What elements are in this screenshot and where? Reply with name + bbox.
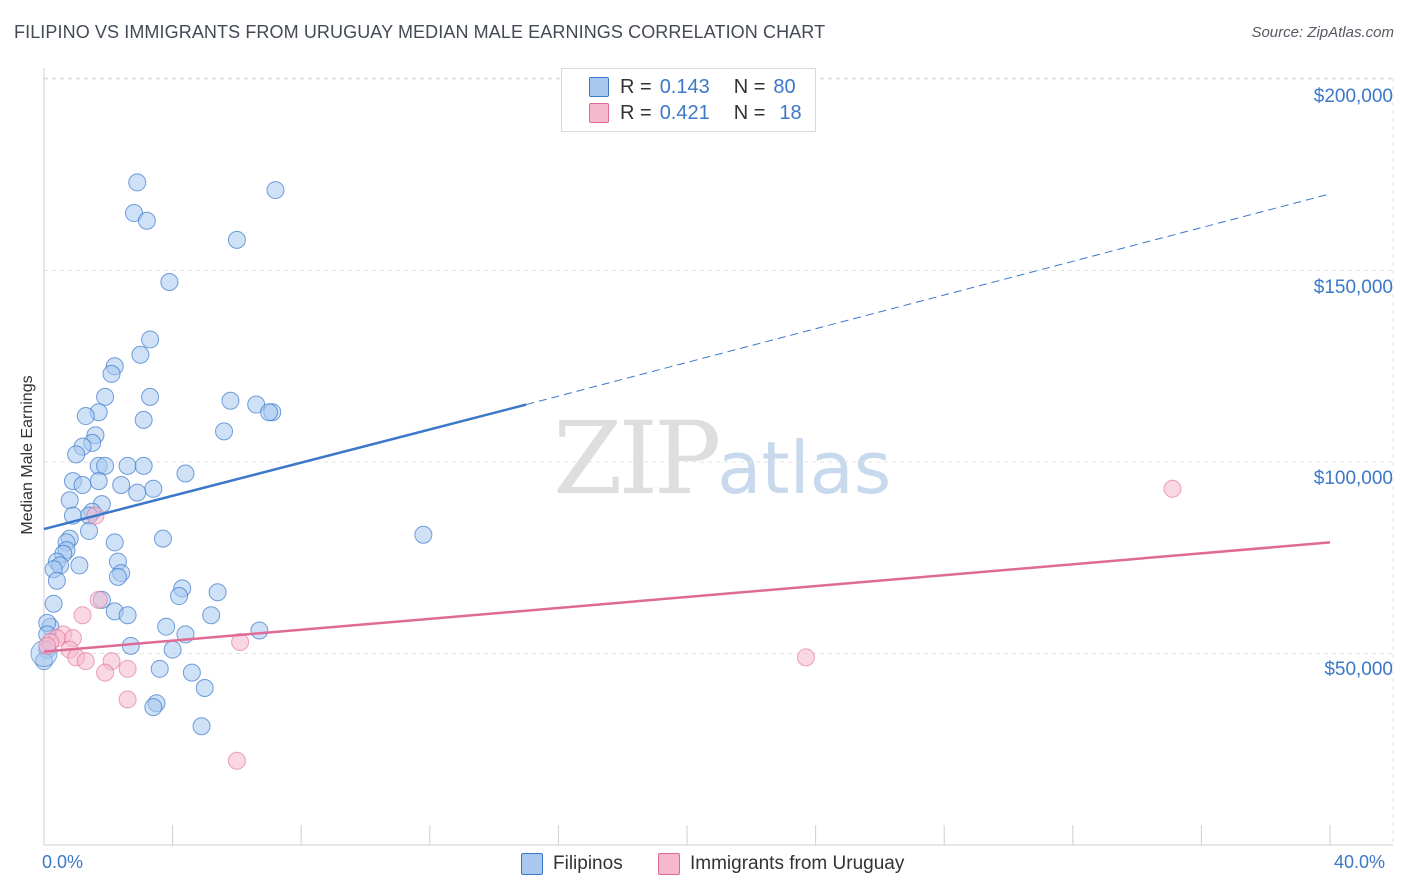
filipinos-point [208, 583, 227, 602]
filipinos-point [67, 445, 86, 464]
legend-swatch-blue [589, 77, 609, 97]
filipinos-point [105, 533, 124, 552]
legend-r-label: R = [620, 75, 652, 98]
filipinos-point [144, 479, 163, 498]
legend-r-label: R = [620, 101, 652, 124]
legend-n-label: N = [733, 75, 766, 98]
filipinos-point [80, 521, 99, 540]
y-tick-label-50000: $50,000 [1324, 659, 1393, 680]
x-tick-label-max: 40.0% [1334, 852, 1386, 872]
source-note: Source: ZipAtlas.com [1251, 24, 1394, 41]
uruguay-point [76, 652, 95, 671]
filipinos-point [150, 659, 169, 678]
uruguay-point [227, 751, 246, 770]
watermark-atlas: atlas [717, 426, 892, 510]
filipinos-point [134, 410, 153, 429]
uruguay-point [96, 663, 115, 682]
filipinos-point [44, 594, 63, 613]
filipinos-point [128, 483, 147, 502]
filipinos-point [160, 272, 179, 291]
filipinos-point [170, 587, 189, 606]
bottom-legend-filipinos: Filipinos [521, 851, 623, 877]
bottom-legend-swatch-blue [521, 853, 543, 875]
uruguay-point [118, 690, 137, 709]
filipinos-point [76, 407, 95, 426]
filipinos-point [112, 475, 131, 494]
filipinos-point [96, 456, 115, 475]
legend-r-value: 0.421 [659, 101, 710, 124]
filipinos-point [250, 621, 269, 640]
filipinos-point [221, 391, 240, 410]
uruguay-trend-line [43, 541, 1331, 653]
uruguay-point [231, 633, 250, 652]
uruguay-point [73, 606, 92, 625]
filipinos-point [128, 173, 147, 192]
filipinos-point [134, 456, 153, 475]
legend-n-label: N = [733, 101, 766, 124]
legend-swatch-pink [589, 103, 609, 123]
filipinos-point [118, 456, 137, 475]
bottom-legend-uruguay: Immigrants from Uruguay [658, 851, 904, 877]
legend-r-value: 0.143 [659, 75, 710, 98]
filipinos-point [141, 387, 160, 406]
bottom-legend-label: Filipinos [553, 853, 623, 874]
filipinos-point [176, 464, 195, 483]
filipinos-point [153, 529, 172, 548]
bottom-legend-swatch-pink [658, 853, 680, 875]
filipinos-point [73, 475, 92, 494]
y-tick-label-200000: $200,000 [1313, 86, 1393, 107]
filipinos-point [195, 678, 214, 697]
filipinos-point [137, 211, 156, 230]
legend-row-filipinos: R = 0.143 N = 80 [589, 74, 796, 100]
filipinos-point [266, 181, 285, 200]
filipinos-point [227, 230, 246, 249]
filipinos-point [192, 717, 211, 736]
chart-title: FILIPINO VS IMMIGRANTS FROM URUGUAY MEDI… [14, 22, 826, 42]
legend-row-uruguay: R = 0.421 N = 18 [589, 100, 802, 126]
filipinos-point [215, 422, 234, 441]
filipinos-point [260, 403, 279, 422]
uruguay-point [118, 659, 137, 678]
filipinos-point [102, 364, 121, 383]
filipinos-point [89, 472, 108, 491]
filipinos-point [141, 330, 160, 349]
x-tick-label-min: 0.0% [42, 852, 84, 872]
filipinos-point [47, 571, 66, 590]
filipinos-point [182, 663, 201, 682]
filipinos-point [118, 606, 137, 625]
filipinos-point [70, 556, 89, 575]
filipinos-point [157, 617, 176, 636]
bottom-legend-label: Immigrants from Uruguay [690, 853, 905, 874]
y-tick-label-150000: $150,000 [1313, 277, 1393, 298]
uruguay-point [89, 590, 108, 609]
filipinos-point [144, 698, 163, 717]
filipinos-point [202, 606, 221, 625]
filipinos-trend-solid [43, 403, 527, 531]
uruguay-point [796, 648, 815, 667]
filipinos-point [163, 640, 182, 659]
filipinos-point [60, 491, 79, 510]
filipinos-point [131, 345, 150, 364]
filipinos-point [96, 387, 115, 406]
watermark: ZIPatlas [553, 400, 891, 517]
legend-n-value: 18 [779, 101, 802, 124]
y-tick-label-100000: $100,000 [1313, 468, 1393, 489]
correlation-legend: R = 0.143 N = 80 R = 0.421 N = 18 [561, 68, 816, 132]
watermark-zip: ZIP [553, 400, 721, 517]
filipinos-trend-dashed [526, 193, 1331, 406]
uruguay-point [1163, 479, 1182, 498]
filipinos-point [108, 567, 127, 586]
legend-n-value: 80 [773, 75, 796, 98]
filipinos-point [414, 525, 433, 544]
